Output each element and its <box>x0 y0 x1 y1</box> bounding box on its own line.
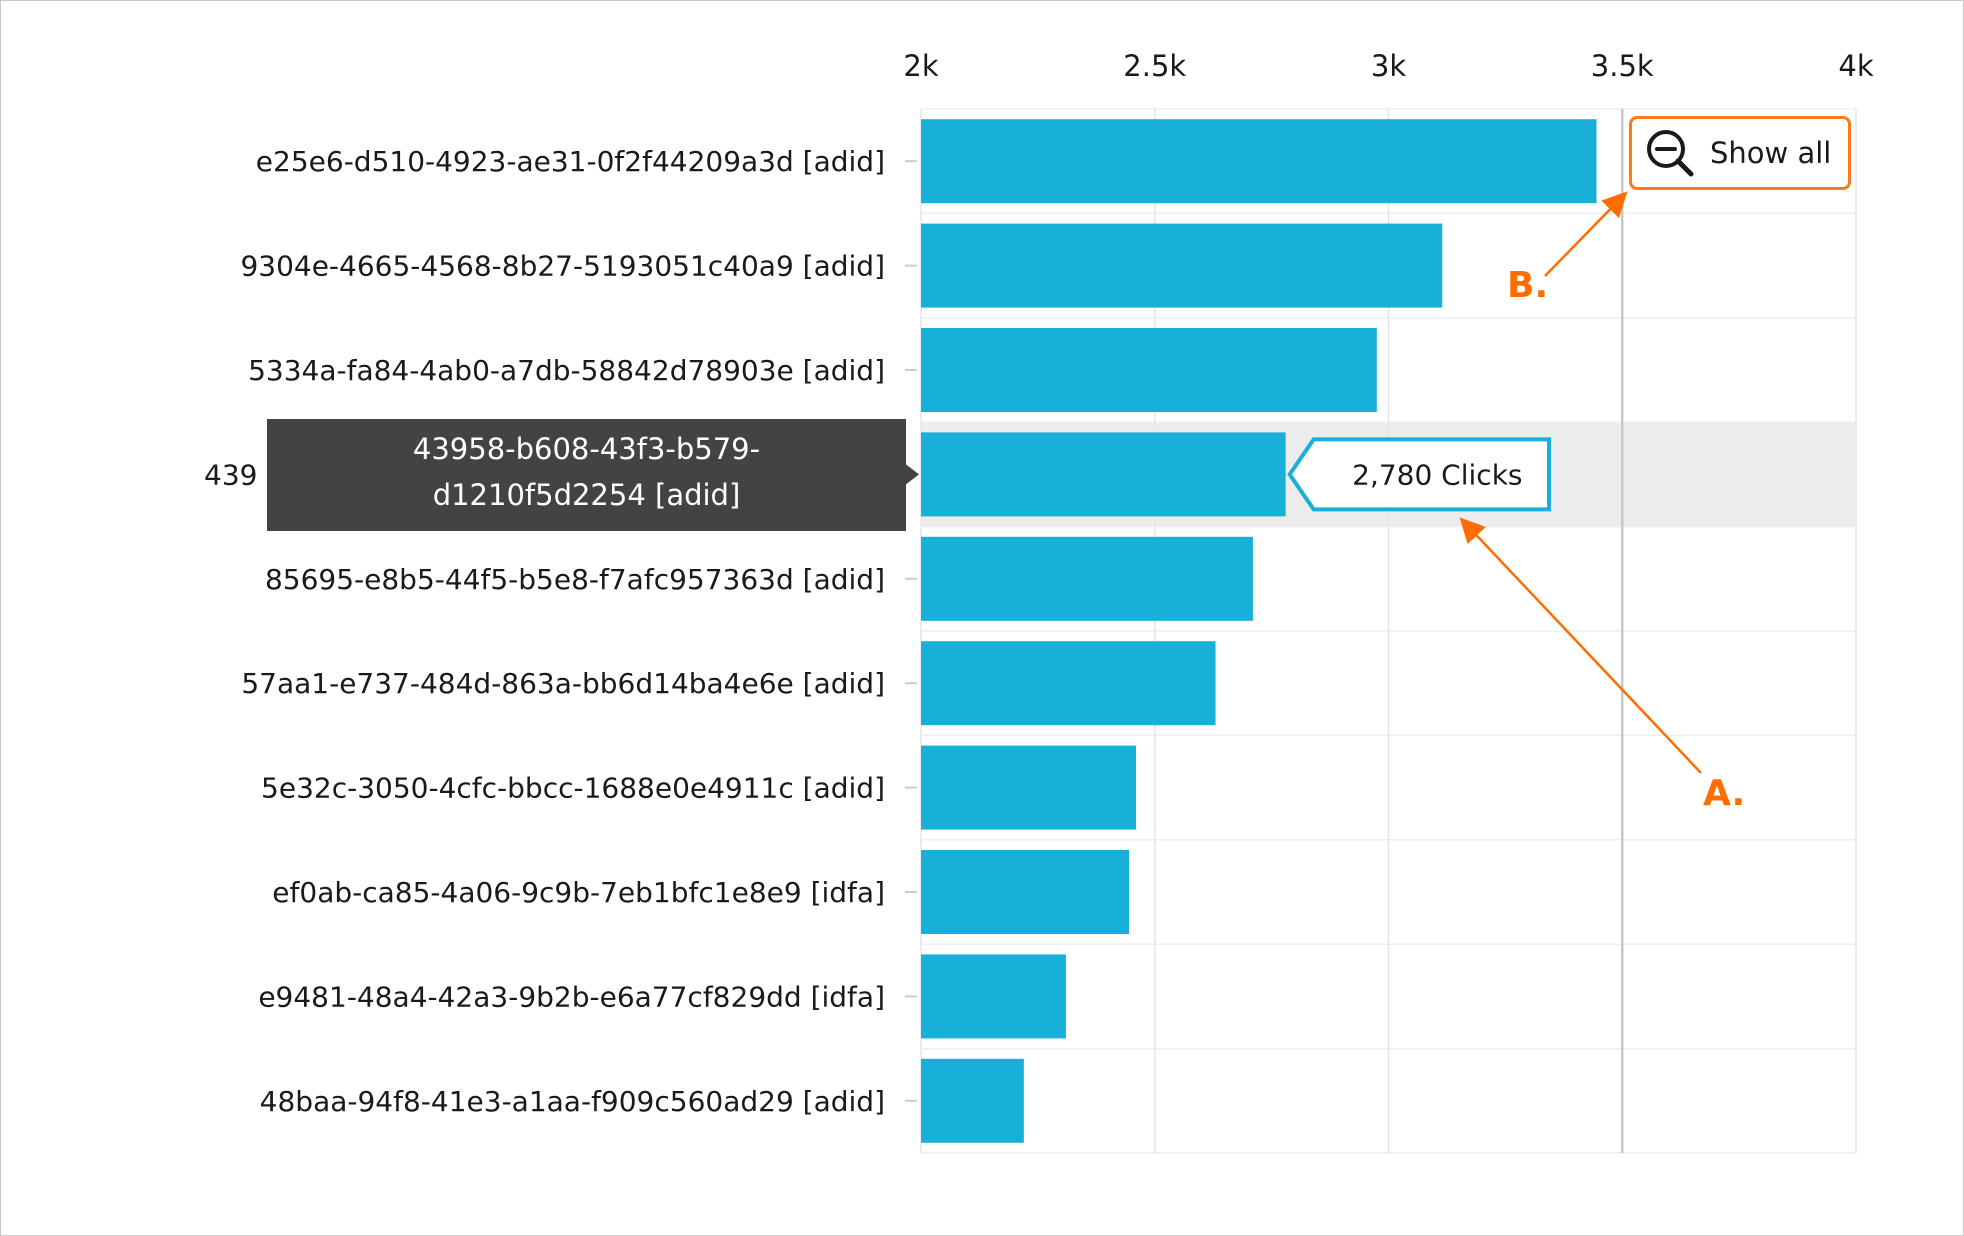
category-label: 48baa-94f8-41e3-a1aa-f909c560ad29 [adid] <box>260 1085 885 1118</box>
category-tooltip-text: d1210f5d2254 [adid] <box>433 478 741 512</box>
show-all-button[interactable]: Show all <box>1629 116 1851 190</box>
x-tick-label: 2.5k <box>1123 49 1186 83</box>
x-tick-label: 3k <box>1371 49 1406 83</box>
category-label: 5334a-fa84-4ab0-a7db-58842d78903e [adid] <box>248 354 885 387</box>
x-tick-label: 2k <box>903 49 938 83</box>
annotation-label-a: A. <box>1703 773 1745 814</box>
category-label: 5e32c-3050-4cfc-bbcc-1688e0e4911c [adid] <box>261 772 885 805</box>
bar[interactable] <box>921 223 1443 308</box>
bar[interactable] <box>921 745 1137 830</box>
bar[interactable] <box>921 536 1253 621</box>
category-label: e25e6-d510-4923-ae31-0f2f44209a3d [adid] <box>256 145 885 178</box>
category-label: 9304e-4665-4568-8b27-5193051c40a9 [adid] <box>240 250 885 283</box>
x-tick-label: 4k <box>1838 49 1873 83</box>
annotation-label-b: B. <box>1507 265 1548 306</box>
bar[interactable] <box>921 1058 1024 1143</box>
show-all-label: Show all <box>1710 136 1832 170</box>
category-tooltip-text: 43958-b608-43f3-b579- <box>413 432 760 466</box>
bar[interactable] <box>921 328 1377 412</box>
category-label: ef0ab-ca85-4a06-9c9b-7eb1bfc1e8e9 [idfa] <box>272 876 885 909</box>
bar[interactable] <box>921 432 1286 517</box>
category-label: e9481-48a4-42a3-9b2b-e6a77cf829dd [idfa] <box>258 980 885 1013</box>
annotation-arrow-b <box>1544 191 1628 277</box>
bar[interactable] <box>921 954 1066 1039</box>
x-tick-label: 3.5k <box>1591 49 1654 83</box>
category-label: 85695-e8b5-44f5-b5e8-f7afc957363d [adid] <box>265 563 885 596</box>
category-label: 57aa1-e737-484d-863a-bb6d14ba4e6e [adid] <box>241 667 885 700</box>
value-tooltip <box>1287 437 1551 512</box>
category-label: 439 <box>204 458 257 491</box>
zoom-out-icon <box>1644 127 1696 179</box>
value-tooltip-text: 2,780 Clicks <box>1352 458 1522 491</box>
bar[interactable] <box>921 119 1597 204</box>
annotation-arrow-a <box>1459 517 1702 774</box>
bar[interactable] <box>921 850 1130 934</box>
bar[interactable] <box>921 641 1216 726</box>
category-tooltip <box>267 419 919 531</box>
